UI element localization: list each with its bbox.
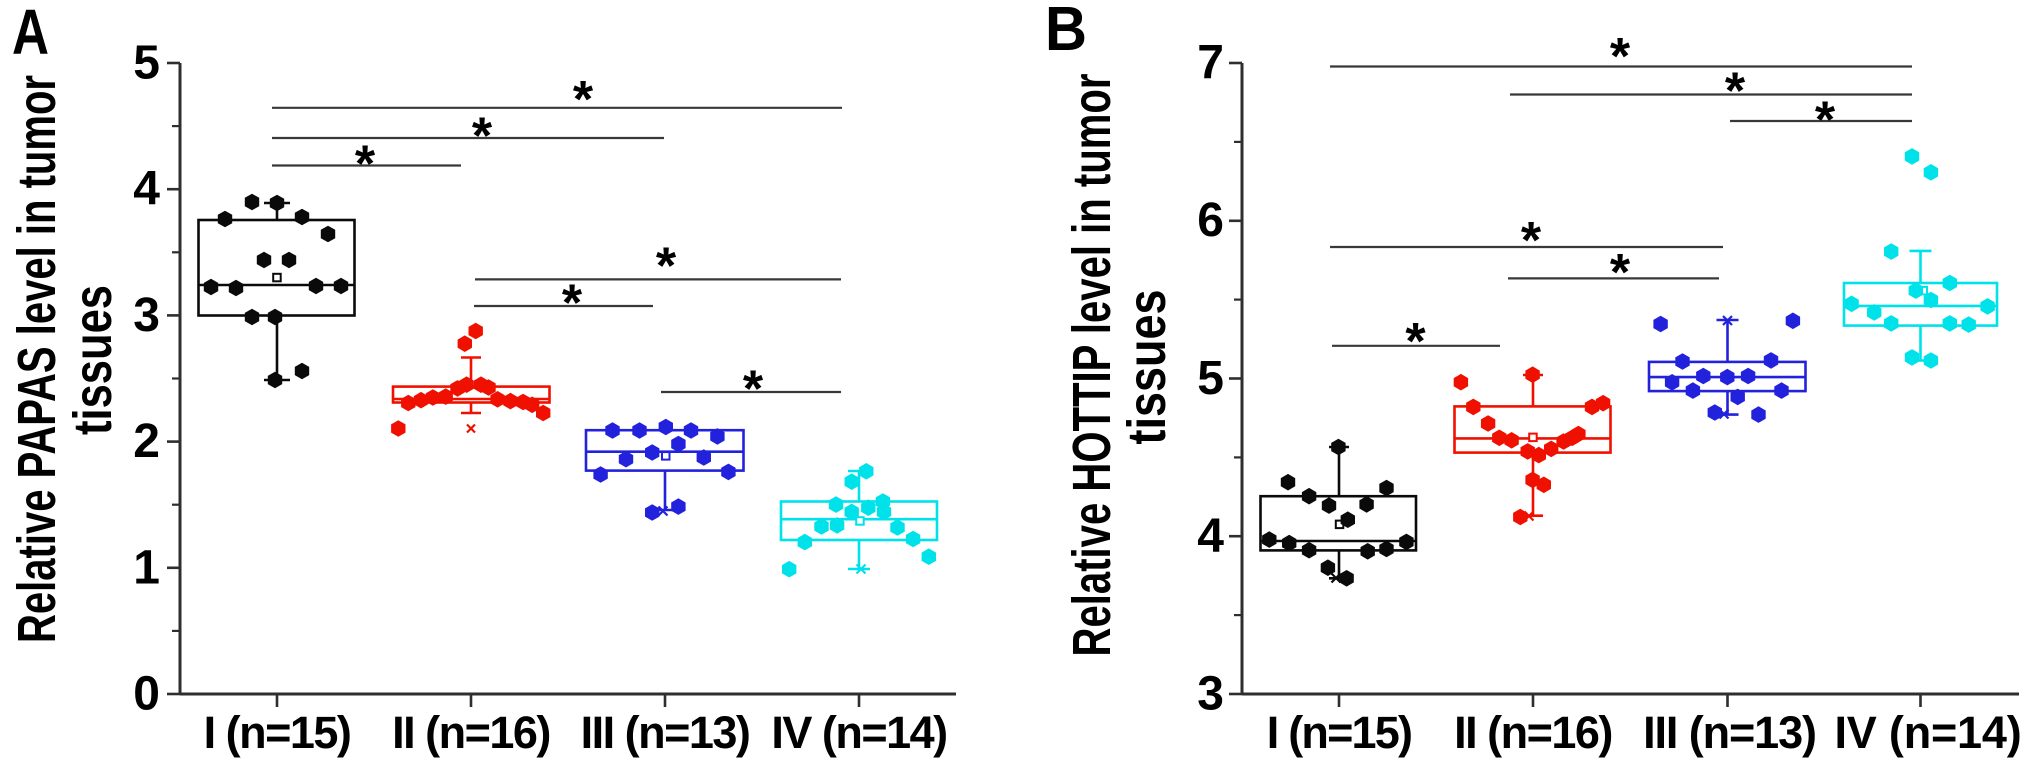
- svg-text:III (n=13): III (n=13): [1643, 707, 1816, 758]
- svg-text:*: *: [472, 108, 493, 166]
- svg-text:4: 4: [133, 163, 160, 216]
- svg-text:*: *: [1610, 244, 1631, 302]
- svg-text:*: *: [573, 71, 594, 129]
- svg-text:*: *: [562, 275, 583, 333]
- svg-text:6: 6: [1197, 194, 1224, 247]
- svg-text:*: *: [743, 361, 764, 419]
- svg-text:IV (n=14): IV (n=14): [771, 707, 946, 758]
- svg-text:IV (n=14): IV (n=14): [1834, 707, 2021, 758]
- svg-text:*: *: [355, 136, 376, 194]
- svg-text:tissues: tissues: [1117, 290, 1177, 445]
- svg-text:*: *: [1610, 28, 1631, 86]
- svg-text:*: *: [1815, 92, 1836, 150]
- svg-text:2: 2: [133, 415, 160, 468]
- svg-text:II (n=16): II (n=16): [392, 707, 550, 758]
- svg-text:0: 0: [133, 668, 160, 721]
- svg-text:III (n=13): III (n=13): [581, 707, 750, 758]
- svg-text:*: *: [1725, 63, 1746, 121]
- svg-text:B: B: [1045, 0, 1087, 64]
- svg-text:5: 5: [1197, 352, 1224, 405]
- svg-text:*: *: [1521, 212, 1542, 270]
- svg-text:1: 1: [133, 541, 160, 594]
- svg-text:3: 3: [133, 289, 160, 342]
- svg-text:Relative PAPAS level in tumor: Relative PAPAS level in tumor: [7, 75, 67, 643]
- svg-text:*: *: [656, 238, 677, 296]
- svg-text:5: 5: [133, 37, 160, 90]
- svg-text:A: A: [12, 0, 49, 68]
- svg-text:7: 7: [1197, 37, 1224, 90]
- svg-text:3: 3: [1197, 668, 1224, 721]
- svg-text:4: 4: [1197, 510, 1224, 563]
- svg-text:I (n=15): I (n=15): [1267, 707, 1411, 758]
- svg-text:Relative HOTTIP level in tumor: Relative HOTTIP level in tumor: [1062, 74, 1122, 657]
- svg-text:*: *: [1405, 313, 1426, 371]
- svg-text:tissues: tissues: [63, 285, 123, 435]
- svg-text:I (n=15): I (n=15): [204, 707, 351, 758]
- svg-text:II (n=16): II (n=16): [1454, 707, 1612, 758]
